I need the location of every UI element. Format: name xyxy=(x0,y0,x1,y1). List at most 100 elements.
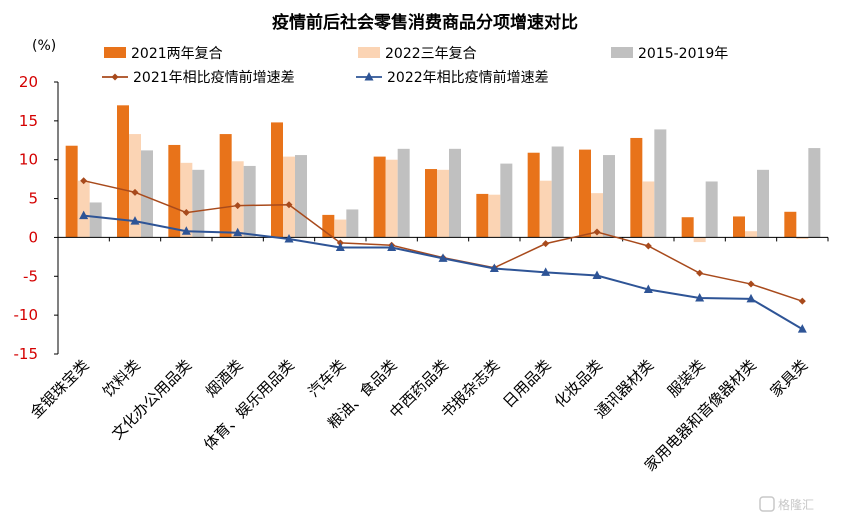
x-tick-label-1: 饮料类 xyxy=(99,356,144,401)
bar-s0-11 xyxy=(630,137,643,238)
bar-s0-4 xyxy=(271,122,283,238)
bar-s2-11 xyxy=(654,129,667,238)
legend-swatch-0 xyxy=(104,47,126,58)
legend-item-3: 2021年相比疫情前增速差 xyxy=(102,69,295,86)
y-axis-unit: (%) xyxy=(32,38,56,54)
x-tick-label-4: 体育、娱乐用品类 xyxy=(200,356,298,454)
point-s0-3 xyxy=(234,202,242,210)
point-s1-0 xyxy=(79,210,89,220)
legend: 2021两年复合 2022三年复合 2015-2019年 2021年相比疫情前增速差 2… xyxy=(102,45,728,86)
x-tick-label-0: 金银珠宝类 xyxy=(27,356,93,422)
bar-s1-12 xyxy=(693,237,706,243)
point-s0-12 xyxy=(696,269,704,277)
bar-s2-14 xyxy=(808,148,821,238)
bar-s2-13 xyxy=(757,169,769,238)
bar-s0-14 xyxy=(784,211,797,238)
bar-s0-6 xyxy=(373,156,386,238)
point-s1-12 xyxy=(695,293,705,302)
legend-item-1: 2022三年复合 xyxy=(358,45,477,62)
point-s0-1 xyxy=(131,188,139,196)
bar-s0-9 xyxy=(527,152,540,238)
x-tick-label-12: 服装类 xyxy=(664,356,709,401)
point-s1-1 xyxy=(130,216,140,225)
legend-label-0: 2021两年复合 xyxy=(131,45,223,62)
legend-item-0: 2021两年复合 xyxy=(104,45,223,62)
y-tick-label-3: 5 xyxy=(28,190,38,208)
point-s1-3 xyxy=(233,227,243,237)
bar-s0-2 xyxy=(168,144,181,238)
legend-label-4: 2022年相比疫情前增速差 xyxy=(387,69,549,86)
y-tick-label-1: 15 xyxy=(19,112,38,130)
x-tick-label-5: 汽车类 xyxy=(305,356,350,401)
point-s0-13 xyxy=(747,280,755,288)
axes xyxy=(54,81,829,355)
y-tick-label-5: -5 xyxy=(23,267,38,285)
point-s1-6 xyxy=(387,242,397,252)
y-tick-label-6: -10 xyxy=(14,306,39,324)
point-s0-11 xyxy=(644,242,652,250)
bar-s0-1 xyxy=(117,105,129,238)
legend-marker-4 xyxy=(364,72,374,81)
bar-s2-6 xyxy=(397,148,410,238)
point-s1-4 xyxy=(284,233,294,243)
legend-swatch-1 xyxy=(358,47,380,58)
bar-s2-4 xyxy=(295,155,307,238)
bar-s0-13 xyxy=(733,216,745,238)
bar-s2-1 xyxy=(141,150,153,238)
bar-s1-2 xyxy=(180,162,193,238)
watermark-logo-icon xyxy=(759,496,775,512)
point-s1-8 xyxy=(489,263,499,273)
legend-label-2: 2015-2019年 xyxy=(638,46,728,62)
point-s0-4 xyxy=(285,201,293,209)
bar-s1-3 xyxy=(231,161,244,238)
point-s0-14 xyxy=(798,297,806,305)
bar-s1-11 xyxy=(642,181,655,238)
bar-s2-2 xyxy=(192,169,205,238)
x-tick-label-14: 家具类 xyxy=(767,356,812,401)
point-s1-14 xyxy=(797,324,807,333)
legend-label-3: 2021年相比疫情前增速差 xyxy=(133,69,295,86)
bar-s1-1 xyxy=(129,134,141,238)
bar-s2-7 xyxy=(449,148,461,238)
bar-s2-8 xyxy=(500,163,513,238)
point-s1-2 xyxy=(181,226,191,235)
legend-marker-3 xyxy=(111,73,119,81)
bar-s0-7 xyxy=(425,169,437,238)
legend-item-4: 2022年相比疫情前增速差 xyxy=(356,69,549,86)
point-s1-5 xyxy=(335,242,345,252)
x-tick-label-9: 日用品类 xyxy=(499,356,554,411)
bar-s2-5 xyxy=(346,209,359,238)
point-s1-13 xyxy=(746,293,756,303)
bar-s0-10 xyxy=(579,149,591,238)
watermark: 格隆汇 xyxy=(759,496,814,512)
point-s0-2 xyxy=(182,209,190,217)
line-layer xyxy=(79,177,807,333)
point-s1-11 xyxy=(643,284,653,293)
legend-item-2: 2015-2019年 xyxy=(611,46,728,62)
y-tick-label-2: 10 xyxy=(19,151,38,169)
bar-s0-8 xyxy=(476,193,489,238)
y-tick-labels: 20 15 10 5 0 -5 -10 -15 xyxy=(14,73,39,363)
point-s1-9 xyxy=(541,267,551,276)
bar-s1-6 xyxy=(385,159,398,238)
bar-s0-3 xyxy=(219,134,232,238)
bar-s2-3 xyxy=(243,165,256,238)
bar-s2-10 xyxy=(603,155,615,238)
y-tick-label-0: 20 xyxy=(19,73,38,91)
point-s0-10 xyxy=(593,228,601,236)
point-s1-7 xyxy=(438,253,448,262)
point-s0-9 xyxy=(542,240,550,248)
legend-swatch-2 xyxy=(611,47,633,58)
bar-s1-0 xyxy=(77,180,90,238)
watermark-text: 格隆汇 xyxy=(778,497,814,512)
bar-s1-10 xyxy=(591,193,603,238)
point-s0-0 xyxy=(80,177,88,185)
bar-s2-12 xyxy=(705,181,718,238)
chart-title: 疫情前后社会零售消费商品分项增速对比 xyxy=(272,12,578,33)
bar-s1-8 xyxy=(488,194,501,238)
bar-s1-9 xyxy=(539,180,552,238)
bar-s0-0 xyxy=(65,145,78,238)
y-tick-label-7: -15 xyxy=(14,345,39,363)
